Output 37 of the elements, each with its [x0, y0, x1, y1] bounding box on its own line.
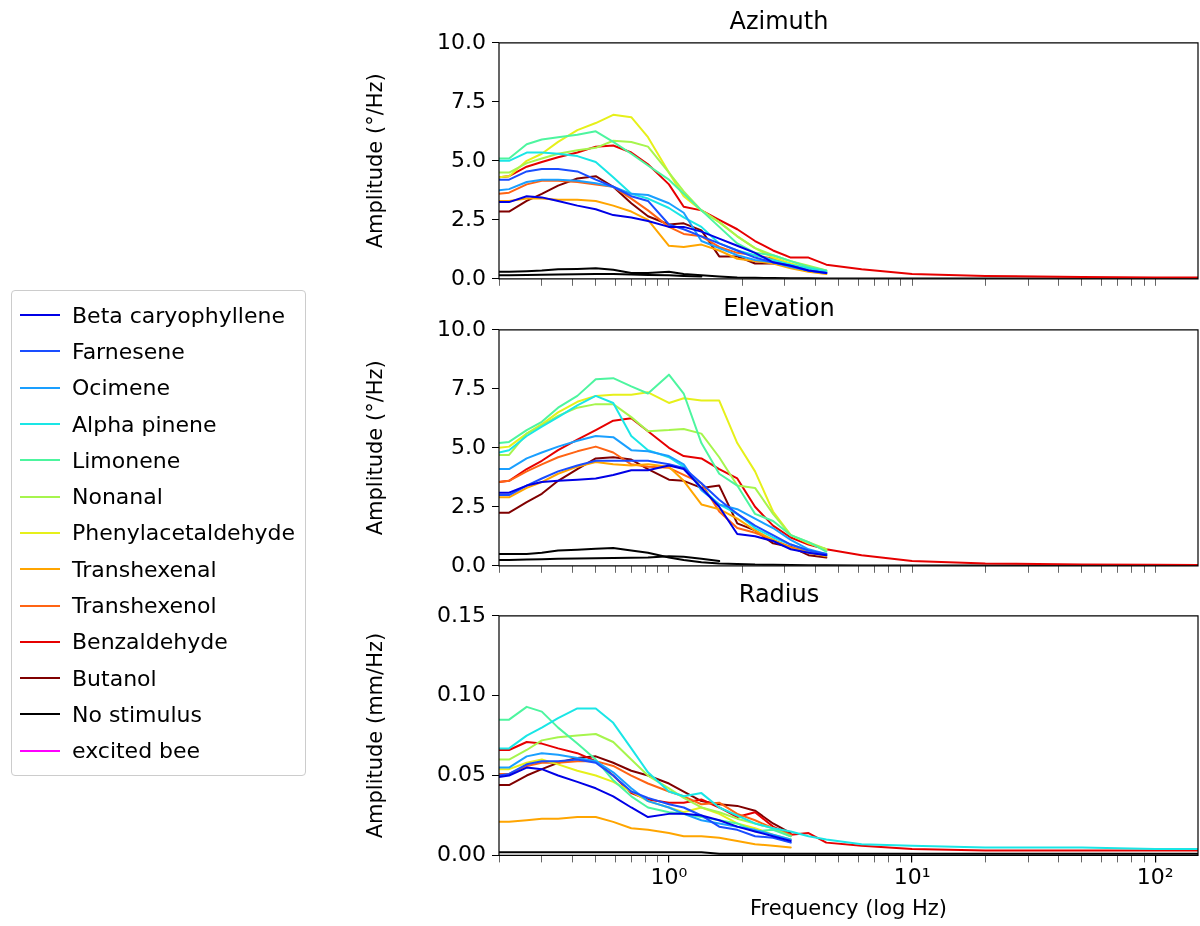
y-tick-label: 0.0 [451, 264, 486, 290]
y-tick-label: 0.00 [437, 841, 486, 867]
legend-label: Benzaldehyde [72, 629, 228, 655]
x-axis-title: Frequency (log Hz) [749, 895, 948, 920]
x-tick-label: 10² [1136, 864, 1174, 890]
y-tick-label: 0.05 [437, 761, 486, 787]
legend-label: Butanol [72, 665, 157, 691]
legend-label: Transhexenol [72, 593, 217, 619]
x-tick-label: 10¹ [893, 864, 931, 890]
y-tick-label: 10.0 [437, 315, 486, 341]
x-tick-label: 10⁰ [650, 864, 688, 890]
y-tick-label: 2.5 [451, 205, 486, 231]
y-tick-label: 0.15 [437, 601, 486, 627]
chart-title: Azimuth [729, 6, 829, 35]
legend-label: excited bee [72, 738, 201, 764]
y-tick-label: 7.5 [451, 374, 486, 400]
legend-label: Alpha pinene [72, 411, 217, 437]
y-tick-label: 2.5 [451, 492, 486, 518]
legend-label: Beta caryophyllene [72, 302, 285, 328]
chart-title: Elevation [723, 293, 835, 322]
y-axis-title: Amplitude (mm/Hz) [363, 632, 388, 839]
y-tick-label: 10.0 [437, 28, 486, 54]
legend-label: Ocimene [72, 375, 170, 401]
y-tick-label: 7.5 [451, 87, 486, 113]
chart-title: Radius [738, 579, 820, 608]
legend-label: Limonene [72, 447, 181, 473]
y-axis-title: Amplitude (°/Hz) [363, 73, 388, 249]
y-tick-label: 0.10 [437, 681, 486, 707]
y-axis-title: Amplitude (°/Hz) [363, 360, 388, 536]
legend-label: No stimulus [72, 701, 203, 727]
y-tick-label: 0.0 [451, 551, 486, 577]
legend-label: Phenylacetaldehyde [72, 520, 296, 546]
y-tick-label: 5.0 [451, 433, 486, 459]
y-tick-label: 5.0 [451, 146, 486, 172]
legend-label: Nonanal [72, 484, 163, 510]
legend-label: Transhexenal [72, 556, 217, 582]
legend-label: Farnesene [72, 338, 185, 364]
